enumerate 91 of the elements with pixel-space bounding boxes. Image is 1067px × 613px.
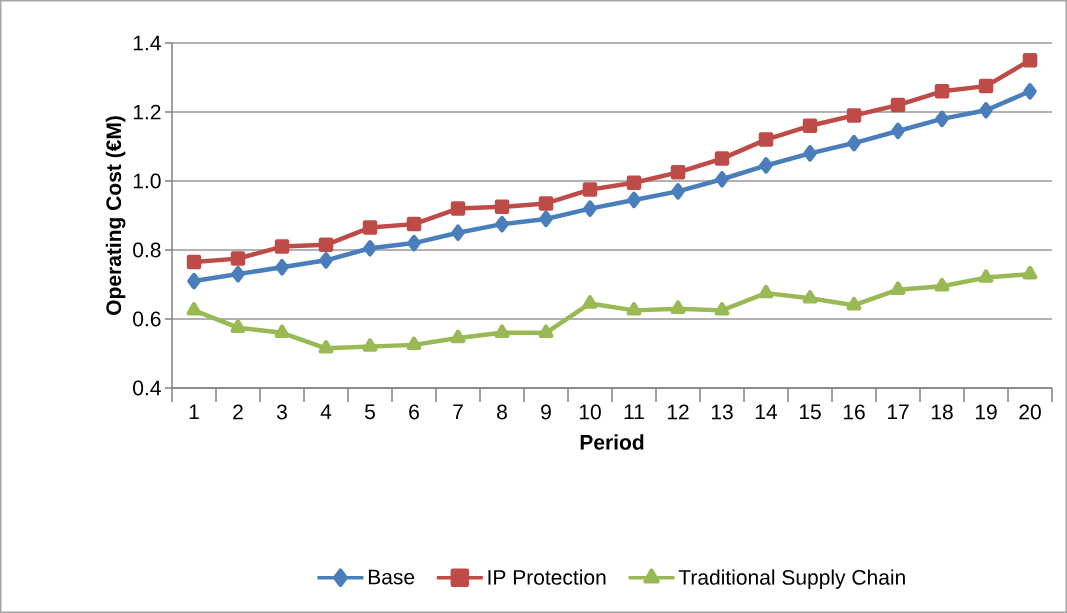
point bbox=[890, 97, 906, 113]
point bbox=[318, 237, 334, 253]
point bbox=[715, 171, 729, 188]
y-tick-label: 1.2 bbox=[133, 104, 161, 120]
point bbox=[494, 199, 510, 215]
legend-label: Base bbox=[368, 569, 415, 585]
point bbox=[846, 108, 862, 123]
point bbox=[362, 220, 378, 235]
point bbox=[979, 102, 993, 119]
x-axis-title: Period bbox=[580, 434, 644, 450]
x-tick-label: 1 bbox=[189, 404, 199, 419]
x-tick-label: 7 bbox=[453, 404, 463, 419]
point bbox=[758, 284, 774, 299]
x-tick-label: 10 bbox=[579, 404, 601, 420]
point bbox=[231, 265, 245, 283]
point bbox=[626, 302, 642, 316]
point bbox=[802, 118, 818, 134]
x-tick-label: 20 bbox=[1019, 404, 1041, 420]
point bbox=[582, 295, 598, 309]
point bbox=[714, 151, 730, 166]
point bbox=[539, 210, 553, 228]
point bbox=[319, 252, 333, 269]
point bbox=[935, 110, 949, 128]
point bbox=[274, 239, 290, 254]
point bbox=[230, 319, 246, 333]
point bbox=[187, 272, 201, 290]
point bbox=[803, 145, 817, 162]
point bbox=[1022, 265, 1038, 280]
y-tick-label: 0.6 bbox=[133, 311, 161, 327]
point bbox=[847, 134, 861, 152]
x-tick-label: 14 bbox=[755, 404, 778, 419]
point bbox=[891, 122, 905, 140]
x-tick-label: 8 bbox=[497, 404, 507, 420]
x-tick-label: 6 bbox=[409, 404, 419, 420]
x-tick-label: 5 bbox=[365, 404, 375, 420]
point bbox=[450, 201, 466, 216]
point bbox=[978, 269, 994, 283]
point bbox=[671, 183, 685, 200]
point bbox=[495, 215, 509, 233]
point bbox=[230, 251, 246, 266]
point bbox=[626, 175, 642, 190]
point bbox=[1023, 83, 1037, 100]
legend-label: IP Protection bbox=[488, 569, 606, 585]
x-tick-label: 18 bbox=[931, 404, 953, 420]
x-tick-label: 2 bbox=[233, 404, 243, 420]
point bbox=[1022, 53, 1038, 68]
point bbox=[978, 78, 994, 94]
point bbox=[802, 290, 818, 304]
point bbox=[450, 329, 466, 344]
point bbox=[186, 302, 202, 316]
point bbox=[274, 324, 290, 339]
point bbox=[759, 157, 773, 174]
point bbox=[714, 302, 730, 316]
point bbox=[363, 240, 377, 257]
point bbox=[406, 336, 422, 351]
legend-label: Traditional Supply Chain bbox=[678, 569, 905, 589]
point bbox=[538, 324, 554, 339]
point bbox=[406, 216, 422, 232]
point bbox=[890, 281, 906, 295]
point bbox=[451, 224, 465, 241]
x-tick-label: 3 bbox=[276, 404, 287, 420]
point bbox=[494, 324, 510, 339]
point bbox=[538, 196, 554, 211]
point bbox=[670, 165, 686, 180]
x-tick-label: 19 bbox=[975, 404, 997, 420]
point bbox=[627, 191, 641, 209]
y-tick-label: 1.4 bbox=[133, 35, 161, 51]
point bbox=[670, 300, 686, 314]
point bbox=[934, 277, 950, 292]
y-tick-label: 1.0 bbox=[133, 173, 161, 189]
x-tick-label: 16 bbox=[843, 404, 865, 420]
point bbox=[318, 340, 334, 354]
point bbox=[582, 182, 598, 197]
x-tick-label: 13 bbox=[711, 404, 733, 420]
point bbox=[407, 234, 421, 252]
point bbox=[186, 254, 202, 270]
x-tick-label: 12 bbox=[667, 404, 689, 420]
y-axis-title: Operating Cost (€M) bbox=[105, 116, 126, 315]
point bbox=[758, 132, 774, 147]
x-tick-label: 15 bbox=[799, 404, 821, 420]
x-tick-label: 11 bbox=[624, 404, 644, 419]
point bbox=[934, 84, 950, 99]
x-tick-label: 9 bbox=[541, 404, 551, 420]
y-tick-label: 0.8 bbox=[133, 242, 161, 258]
point bbox=[583, 200, 597, 217]
x-tick-label: 17 bbox=[887, 404, 909, 419]
point bbox=[846, 296, 862, 311]
point bbox=[362, 338, 378, 352]
x-tick-label: 4 bbox=[320, 404, 332, 419]
y-tick-label: 0.4 bbox=[133, 380, 161, 396]
point bbox=[275, 259, 289, 276]
